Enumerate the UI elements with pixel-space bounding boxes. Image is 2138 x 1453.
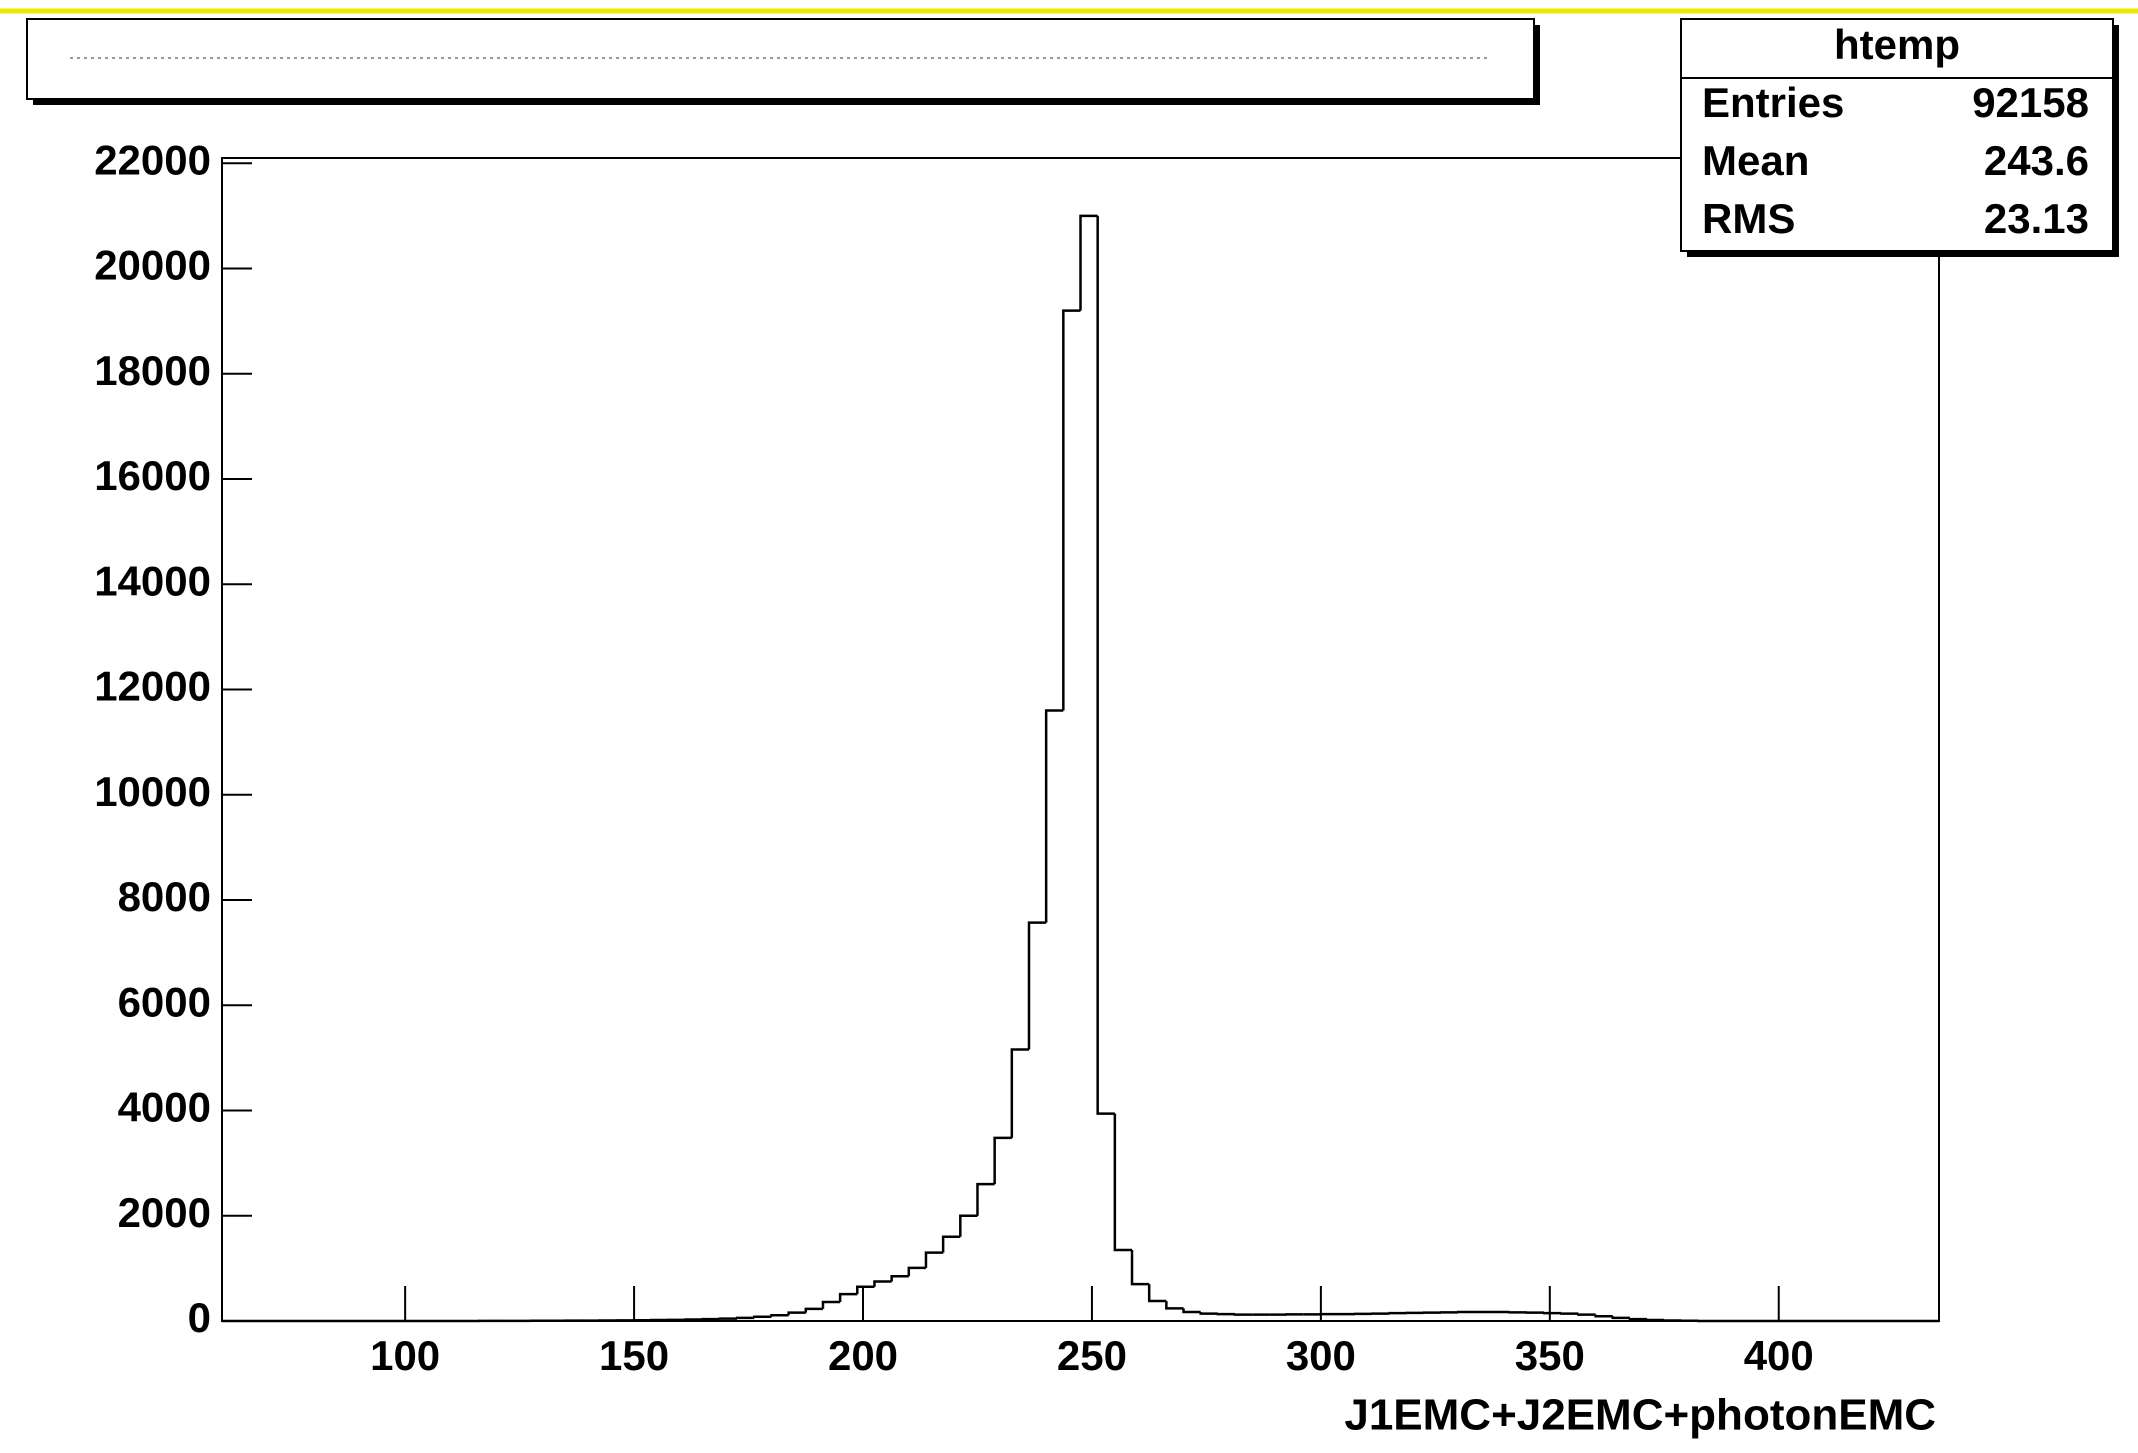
y-tick-label: 6000 (118, 978, 211, 1025)
stats-label: Mean (1702, 137, 1809, 184)
y-tick-label: 0 (188, 1294, 211, 1341)
histogram-bin (1560, 1312, 1579, 1315)
histogram-bin (1147, 1284, 1167, 1303)
histogram-bin (993, 1136, 1012, 1185)
histogram-bin (1199, 1312, 1218, 1315)
y-tick-label: 12000 (94, 663, 211, 710)
histogram-bin (941, 1235, 961, 1253)
x-tick-label: 300 (1286, 1332, 1356, 1379)
x-tick-label: 150 (599, 1332, 669, 1379)
x-tick-label: 350 (1515, 1332, 1585, 1379)
x-tick-label: 100 (370, 1332, 440, 1379)
histogram-bin (1594, 1314, 1613, 1318)
histogram-bin (735, 1316, 755, 1320)
histogram-bin (838, 1292, 858, 1303)
stats-box (1680, 18, 2114, 252)
stats-value: 243.6 (1984, 137, 2089, 184)
histogram-bin (890, 1275, 909, 1282)
histogram-bin (1216, 1312, 1236, 1316)
y-tick-label: 14000 (94, 557, 211, 604)
histogram-bin (1062, 309, 1081, 711)
histogram-bin (1628, 1317, 1648, 1321)
histogram-bin (856, 1285, 875, 1295)
histogram-bin (1611, 1316, 1630, 1320)
histogram-bin (753, 1315, 772, 1319)
histogram-bin (804, 1307, 823, 1313)
histogram-bin (1182, 1308, 1201, 1314)
histogram-bin (1165, 1301, 1184, 1310)
histogram-bin (873, 1280, 892, 1287)
histogram-bin (718, 1317, 738, 1320)
stats-label: RMS (1702, 195, 1795, 242)
histogram-bin (1645, 1318, 1665, 1322)
stats-label: Entries (1702, 79, 1844, 126)
histogram-bin (787, 1311, 806, 1316)
histogram-bin (976, 1182, 995, 1216)
stats-value: 23.13 (1984, 195, 2089, 242)
stats-rows: Entries 92158 Mean 243.6 RMS 23.13 (1702, 79, 2089, 242)
histogram-bin (1542, 1311, 1562, 1315)
plot-area (222, 162, 1939, 1323)
histogram-bin (821, 1300, 841, 1309)
y-tick-label: 16000 (94, 452, 211, 499)
histogram-bin (1079, 214, 1098, 311)
histogram-bin (1113, 1113, 1133, 1252)
x-tick-label: 200 (828, 1332, 898, 1379)
x-tick-label: 250 (1057, 1332, 1127, 1379)
y-tick-label: 10000 (94, 768, 211, 815)
plot-frame (221, 157, 1940, 1322)
histogram-bin (959, 1214, 978, 1237)
histogram-bin (1027, 921, 1047, 1050)
y-tick-label: 8000 (118, 873, 211, 920)
histogram-bin (1096, 215, 1115, 1115)
histogram-bin (1388, 1311, 1407, 1315)
y-tick-label: 22000 (94, 136, 211, 183)
histogram-bin (1663, 1319, 1682, 1322)
histogram-bin (1577, 1313, 1596, 1316)
x-axis-title: J1EMC+J2EMC+photonEMC (1344, 1391, 1936, 1440)
histogram-bin (1044, 709, 1064, 923)
histogram-bin (1130, 1249, 1150, 1286)
y-tick-label: 4000 (118, 1084, 211, 1131)
histogram-bin (770, 1313, 789, 1317)
histogram-bin (1010, 1048, 1029, 1138)
y-tick-label: 2000 (118, 1189, 211, 1236)
stats-value: 92158 (1972, 79, 2089, 126)
y-tick-label: 20000 (94, 242, 211, 289)
histogram-bin (924, 1251, 944, 1268)
histogram-bin (907, 1266, 926, 1277)
y-tick-label: 18000 (94, 347, 211, 394)
x-tick-label: 400 (1744, 1332, 1814, 1379)
histogram-bin (1233, 1313, 1253, 1316)
stats-title: htemp (1834, 21, 1960, 68)
